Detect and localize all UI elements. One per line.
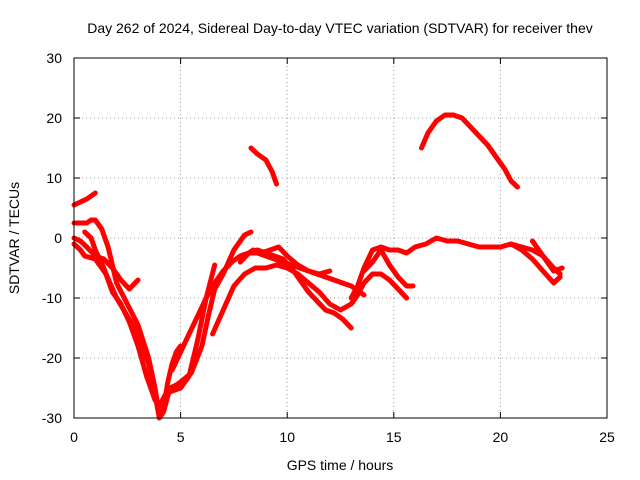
series-line — [71, 235, 141, 292]
grid — [74, 58, 607, 418]
x-tick-label: 0 — [70, 429, 78, 445]
y-axis-label: SDTVAR / TECUs — [6, 182, 22, 294]
x-tick-label: 20 — [493, 429, 509, 445]
series-line — [419, 112, 520, 190]
series-line — [242, 244, 333, 277]
series-line — [169, 250, 367, 373]
y-tick-label: -10 — [42, 290, 62, 306]
series-line — [248, 145, 279, 187]
x-tick-label: 10 — [279, 429, 295, 445]
x-tick-label: 25 — [599, 429, 615, 445]
series-line — [348, 235, 563, 301]
tick-labels: 0 5 10 15 20 25 -30 -20 -10 0 10 20 30 — [42, 50, 615, 445]
x-tick-label: 5 — [177, 429, 185, 445]
y-tick-label: 30 — [46, 50, 62, 66]
y-tick-label: 20 — [46, 110, 62, 126]
y-tick-label: -20 — [42, 350, 62, 366]
y-tick-label: -30 — [42, 410, 62, 426]
series-line — [508, 241, 563, 286]
series-group — [71, 112, 565, 421]
series-line — [82, 229, 218, 409]
series-line — [529, 238, 565, 274]
plot-frame — [73, 57, 608, 419]
series-line — [210, 262, 410, 337]
y-tick-label: 0 — [54, 230, 62, 246]
chart-title: Day 262 of 2024, Sidereal Day-to-day VTE… — [87, 20, 593, 36]
series-line — [71, 217, 184, 418]
x-tick-label: 15 — [386, 429, 402, 445]
series-line — [71, 190, 98, 208]
x-axis-label: GPS time / hours — [287, 457, 394, 473]
axis-ticks — [73, 57, 608, 419]
y-tick-label: 10 — [46, 170, 62, 186]
series-line — [361, 247, 416, 289]
